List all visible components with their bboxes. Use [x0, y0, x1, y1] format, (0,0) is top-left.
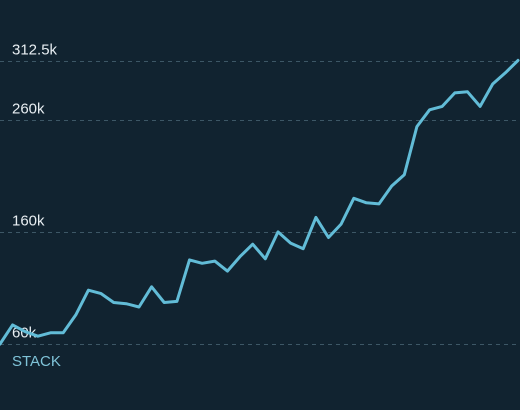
y-tick-label: 312.5k: [12, 42, 58, 59]
y-tick-label: 260k: [12, 101, 45, 118]
gridlines: [0, 61, 520, 345]
series-line: [0, 58, 520, 346]
series-label: STACK: [12, 353, 61, 370]
y-tick-label: 160k: [12, 213, 45, 230]
